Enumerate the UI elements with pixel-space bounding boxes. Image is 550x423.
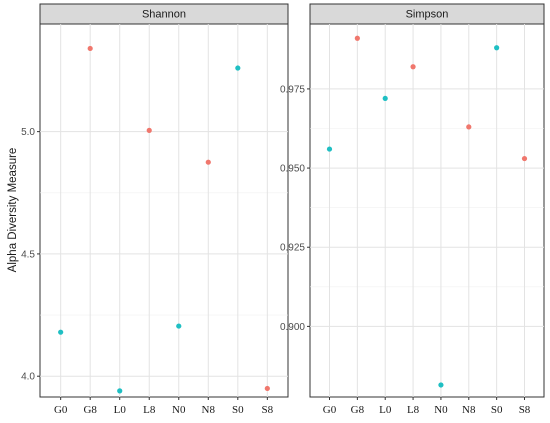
data-point-simpson-s0: [494, 45, 500, 51]
x-tick-label-shannon: N8: [202, 404, 216, 416]
y-axis-label: Alpha Diversity Measure: [7, 148, 19, 273]
y-tick-label-simpson: 0.925: [280, 243, 305, 254]
data-point-shannon-l0: [117, 388, 123, 394]
y-tick-label-simpson: 0.900: [280, 322, 305, 333]
data-point-shannon-l8: [146, 127, 152, 133]
x-tick-label-shannon: G8: [83, 404, 97, 416]
x-tick-label-simpson: G0: [323, 404, 337, 416]
y-tick-label-simpson: 0.950: [280, 164, 305, 175]
y-tick-label-shannon: 5.0: [21, 127, 35, 138]
x-tick-label-shannon: S8: [262, 404, 274, 416]
x-tick-label-simpson: N0: [434, 404, 448, 416]
plot-area-simpson: [309, 23, 545, 398]
data-point-simpson-l0: [382, 95, 388, 102]
x-tick-label-shannon: S0: [232, 404, 244, 416]
data-point-simpson-g8: [354, 35, 360, 41]
data-point-shannon-s0: [235, 65, 241, 71]
strip-title-shannon: Shannon: [142, 9, 186, 21]
strip-title-simpson: Simpson: [406, 9, 449, 21]
data-point-simpson-s8: [521, 155, 528, 162]
data-point-simpson-n0: [438, 382, 444, 388]
data-point-shannon-s8: [264, 385, 270, 392]
data-point-shannon-g0: [58, 329, 64, 335]
data-point-shannon-n8: [205, 159, 211, 165]
x-tick-label-shannon: L8: [143, 404, 156, 416]
x-tick-label-simpson: N8: [462, 404, 476, 416]
y-tick-label-shannon: 4.5: [21, 249, 35, 260]
x-tick-label-simpson: L8: [407, 404, 420, 416]
data-point-simpson-l8: [410, 64, 416, 70]
x-tick-label-simpson: G8: [351, 404, 365, 416]
data-point-simpson-g0: [326, 146, 333, 152]
data-point-shannon-g8: [87, 45, 93, 52]
x-tick-label-shannon: N0: [172, 404, 186, 416]
panel-shannon: Shannon 4.0 4.5 5.0 G0 G8 L0 L8 N0 N8 S0 S8: [21, 3, 289, 416]
data-point-shannon-n0: [176, 323, 182, 329]
x-tick-label-shannon: G0: [54, 404, 68, 416]
plot-area-shannon: [39, 23, 289, 398]
x-tick-label-simpson: S8: [519, 404, 531, 416]
x-tick-label-simpson: L0: [379, 404, 392, 416]
x-tick-label-shannon: L0: [114, 404, 127, 416]
y-tick-label-simpson: 0.975: [280, 84, 305, 95]
y-tick-label-shannon: 4.0: [21, 372, 35, 383]
data-point-simpson-n8: [466, 124, 472, 130]
x-tick-label-simpson: S0: [491, 404, 503, 416]
panel-simpson: Simpson 0.900 0.925 0.950 0.975 G0 G8 L0 L8 N0 N…: [280, 3, 545, 416]
